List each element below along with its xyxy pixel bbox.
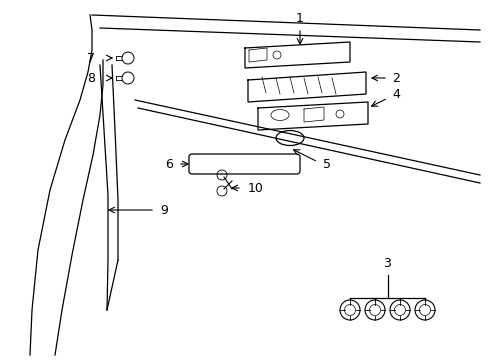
Text: 6: 6 xyxy=(165,158,173,171)
Text: 4: 4 xyxy=(391,89,399,102)
Text: 9: 9 xyxy=(160,203,167,216)
Text: 5: 5 xyxy=(323,158,330,171)
Text: 7: 7 xyxy=(87,51,95,64)
Text: 8: 8 xyxy=(87,72,95,85)
Text: 3: 3 xyxy=(383,257,390,270)
FancyBboxPatch shape xyxy=(189,154,299,174)
Text: 1: 1 xyxy=(295,12,304,25)
Text: 2: 2 xyxy=(391,72,399,85)
Text: 10: 10 xyxy=(247,181,264,194)
